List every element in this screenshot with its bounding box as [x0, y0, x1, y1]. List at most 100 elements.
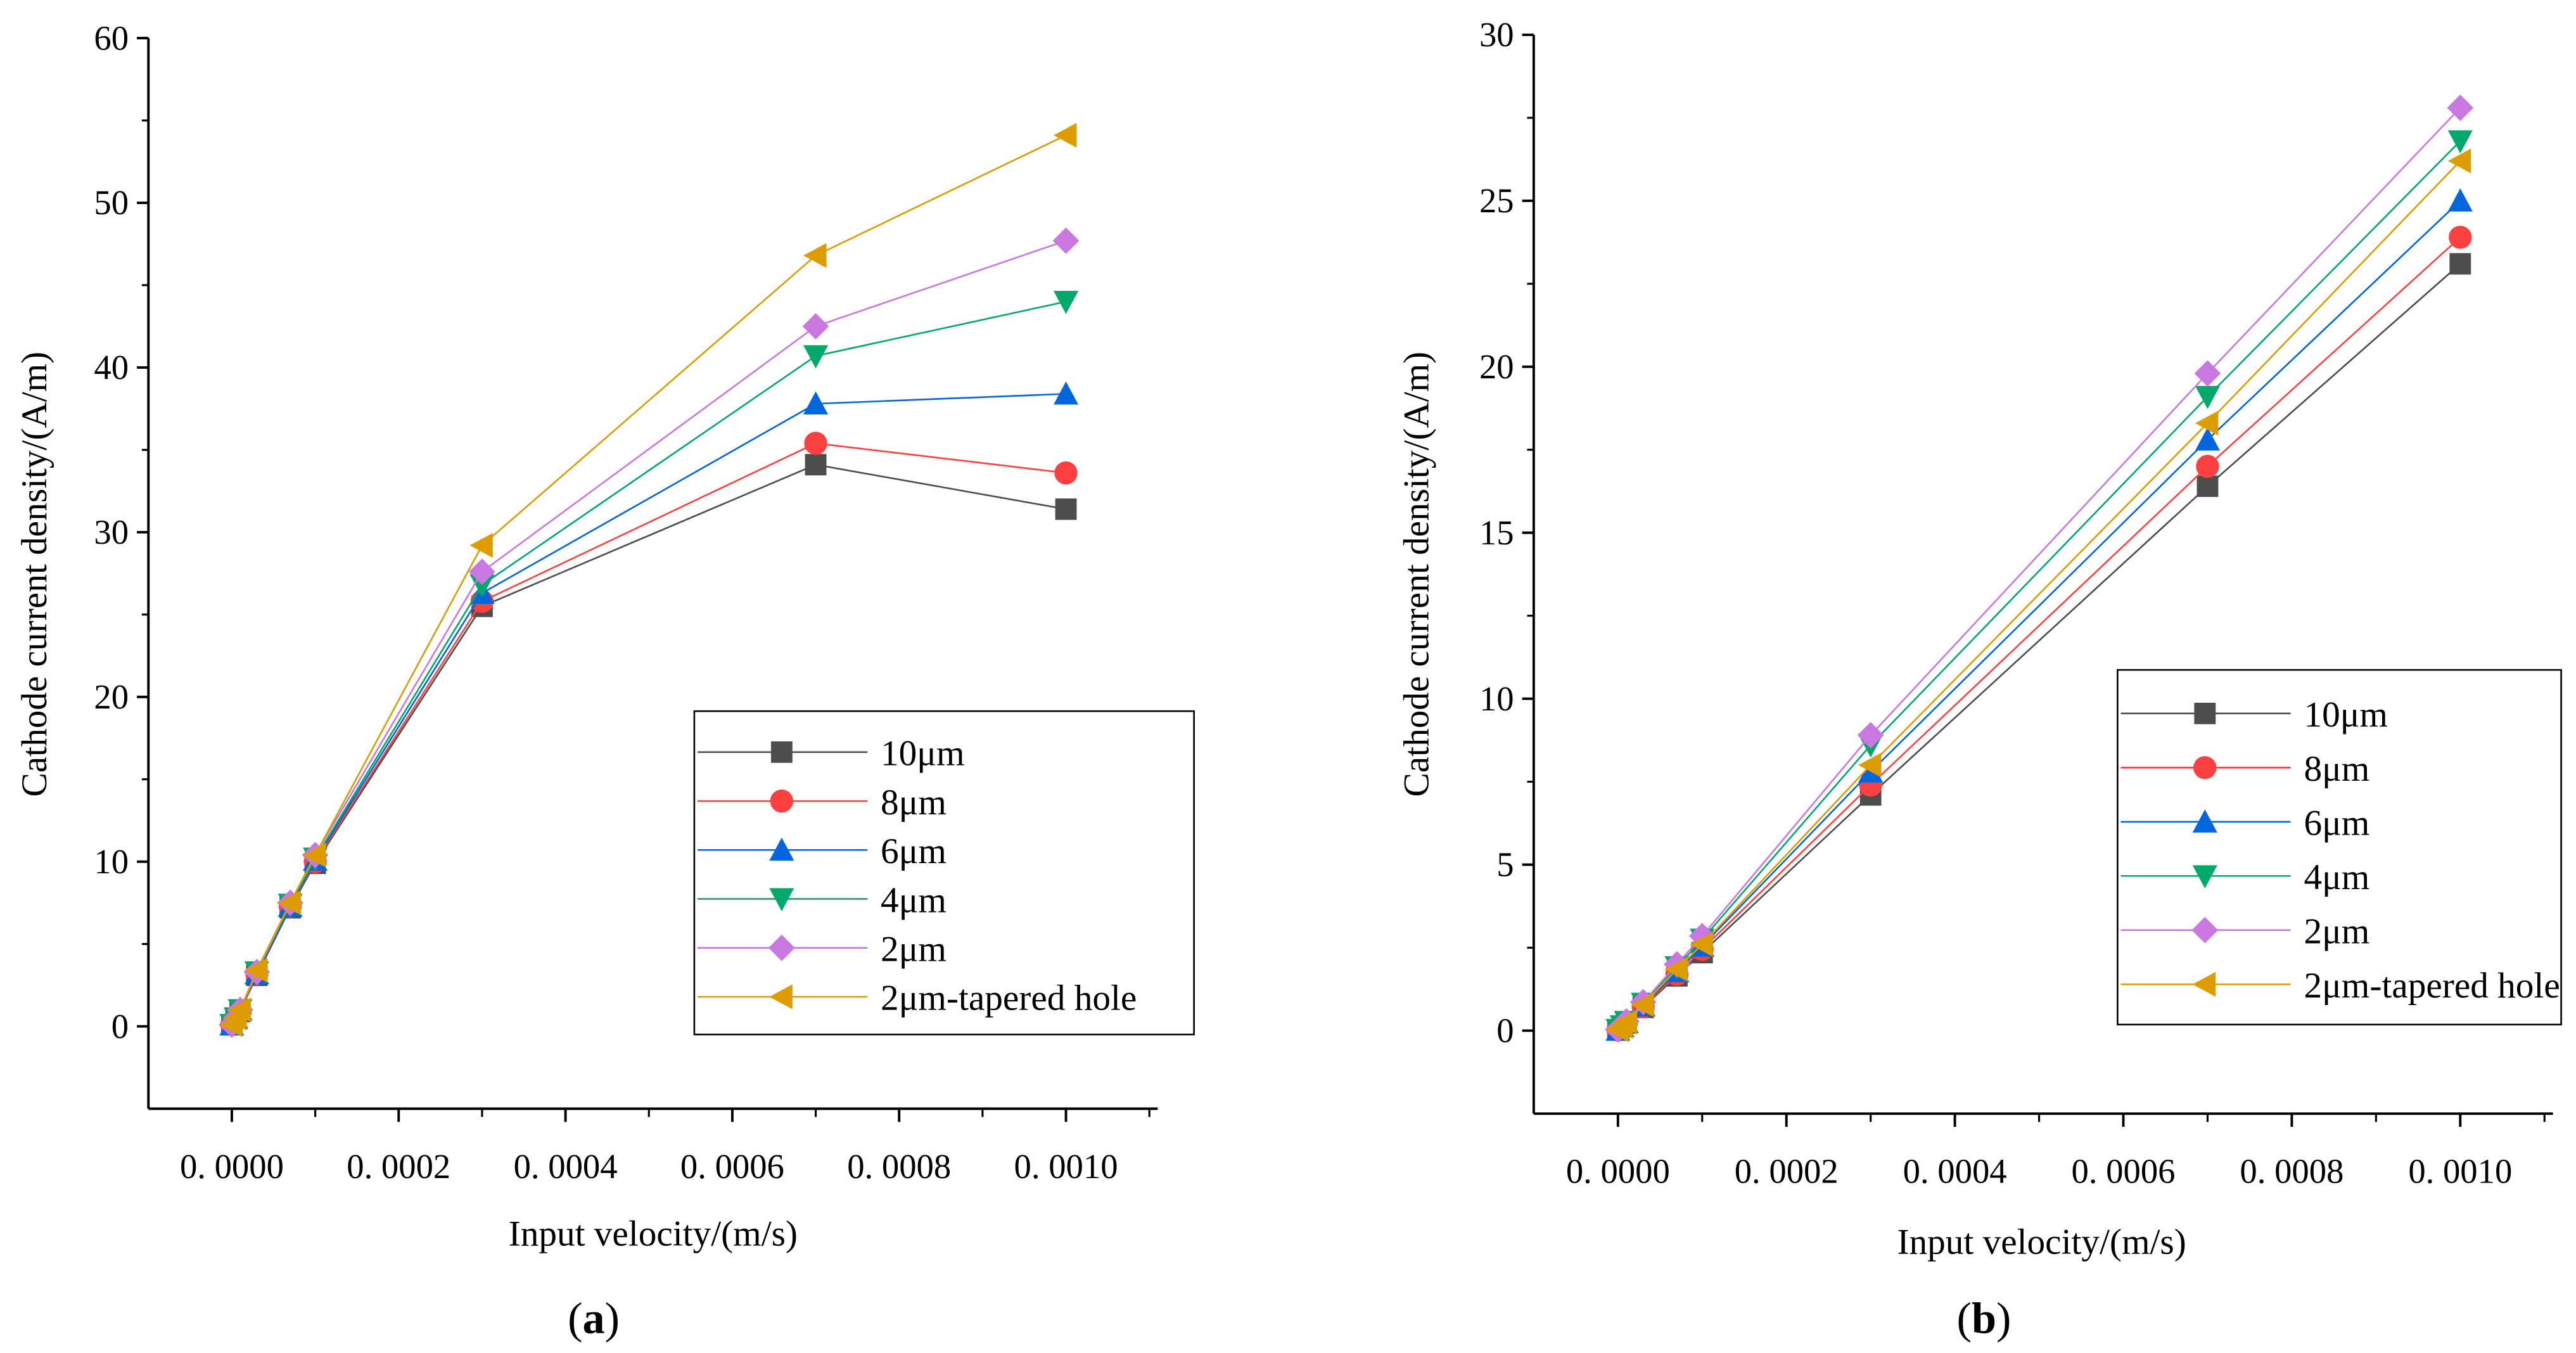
x-tick-label: 0. 0008	[847, 1147, 951, 1186]
legend-label: 10μm	[2304, 695, 2387, 735]
x-tick-label: 0. 0008	[2240, 1152, 2343, 1191]
data-point	[1054, 461, 1078, 485]
data-point	[2194, 360, 2221, 387]
legend-marker	[770, 789, 794, 813]
legend-marker	[2193, 756, 2217, 779]
y-tick-label: 30	[94, 513, 129, 551]
legend: 10μm 8μm 6μm 4μm 2μm 2μm-tapered hole	[693, 710, 1195, 1036]
data-point	[805, 454, 827, 476]
legend-label: 8μm	[881, 783, 947, 823]
y-tick-label: 5	[1496, 845, 1514, 884]
data-point	[804, 432, 827, 455]
legend-label: 10μm	[881, 734, 964, 774]
data-point	[2449, 226, 2472, 249]
legend-label: 2μm-tapered hole	[2304, 966, 2560, 1006]
data-point	[1690, 932, 1713, 957]
data-point	[2196, 454, 2219, 478]
legend-label: 8μm	[2304, 749, 2369, 789]
x-tick-label: 0. 0004	[514, 1147, 618, 1186]
data-point	[244, 958, 268, 983]
legend-marker	[769, 888, 794, 912]
data-point	[2447, 130, 2473, 154]
data-point	[1055, 498, 1077, 520]
legend-box	[693, 710, 1195, 1036]
y-tick-label: 0	[112, 1007, 129, 1046]
y-tick-label: 60	[94, 18, 129, 57]
x-tick-label: 0. 0010	[1014, 1147, 1118, 1186]
legend: 10μm 8μm 6μm 4μm 2μm 2μm-tapered hole	[2117, 669, 2562, 1026]
panel-label: (a)	[568, 1294, 620, 1343]
legend-label: 6μm	[881, 831, 947, 871]
y-tick-label: 10	[1479, 679, 1514, 718]
data-point	[1664, 956, 1688, 982]
data-point	[2195, 411, 2219, 436]
series-tapered	[219, 122, 1077, 1037]
legend-label: 2μm-tapered hole	[881, 978, 1137, 1018]
data-point	[2197, 475, 2219, 497]
y-tick-label: 25	[1479, 181, 1514, 220]
legend-marker	[769, 837, 794, 861]
data-point	[803, 345, 829, 369]
legend-label: 4μm	[2304, 857, 2369, 897]
y-axis-label: Cathode current density/(A/m)	[15, 352, 54, 797]
data-point	[1631, 992, 1654, 1018]
legend-label: 2μm	[881, 930, 947, 970]
legend-marker	[2194, 702, 2216, 724]
y-tick-label: 15	[1479, 513, 1514, 552]
legend-marker	[768, 934, 795, 961]
data-point	[802, 313, 829, 340]
panel-label: (b)	[1957, 1294, 2012, 1343]
x-tick-label: 0. 0006	[2072, 1152, 2176, 1191]
data-point	[469, 533, 493, 558]
data-point	[469, 574, 495, 598]
data-point	[1054, 381, 1079, 405]
legend-label: 6μm	[2304, 804, 2369, 843]
legend-marker	[770, 741, 793, 763]
legend-marker	[2192, 865, 2217, 888]
legend-label: 2μm	[2304, 912, 2369, 952]
data-point	[1054, 291, 1079, 314]
y-tick-label: 20	[1479, 347, 1514, 386]
y-axis-label: Cathode current density/(A/m)	[1396, 352, 1436, 797]
data-point	[303, 842, 326, 868]
x-tick-label: 0. 0000	[180, 1147, 284, 1186]
data-point	[469, 558, 495, 586]
data-point	[227, 997, 252, 1023]
y-tick-label: 20	[94, 677, 129, 716]
legend-marker	[769, 984, 793, 1010]
data-point	[2447, 94, 2474, 121]
x-tick-label: 0. 0002	[1735, 1152, 1839, 1191]
x-tick-label: 0. 0006	[680, 1147, 784, 1186]
data-point	[2195, 427, 2220, 451]
y-tick-label: 50	[94, 183, 129, 222]
data-point	[1052, 227, 1080, 254]
chart-panel-b: 0 5 10 15 20 25 30 0. 0000 0. 0002 0. 0004 0. 0006…	[1396, 15, 2562, 1343]
x-tick-label: 0. 0010	[2408, 1152, 2512, 1191]
x-tick-label: 0. 0002	[347, 1147, 450, 1186]
legend-marker	[2192, 971, 2216, 997]
x-tick-label: 0. 0004	[1903, 1152, 2007, 1191]
data-point	[2195, 385, 2220, 409]
data-point	[803, 243, 827, 268]
y-tick-label: 30	[1479, 15, 1514, 54]
x-axis-label: Input velocity/(m/s)	[509, 1214, 798, 1254]
legend-marker	[2192, 809, 2217, 833]
x-tick-label: 0. 0000	[1566, 1152, 1670, 1191]
data-point	[2449, 253, 2471, 275]
y-tick-label: 10	[94, 842, 129, 881]
y-tick-label: 0	[1496, 1011, 1514, 1050]
y-tick-label: 40	[94, 348, 129, 387]
data-point	[1054, 122, 1077, 148]
data-point	[2447, 148, 2471, 174]
data-point	[1858, 752, 1882, 778]
legend-label: 4μm	[881, 880, 947, 920]
data-point	[2447, 188, 2473, 212]
chart-panel-a: 0 10 20 30 40 50 60 0. 0000 0. 0002 0. 0004 0. 000…	[15, 18, 1195, 1343]
data-point	[1614, 1010, 1638, 1035]
legend-box	[2117, 669, 2562, 1026]
series-tapered	[1605, 148, 2471, 1042]
x-axis-label: Input velocity/(m/s)	[1897, 1222, 2186, 1262]
data-point	[277, 890, 302, 916]
data-point	[803, 391, 829, 415]
